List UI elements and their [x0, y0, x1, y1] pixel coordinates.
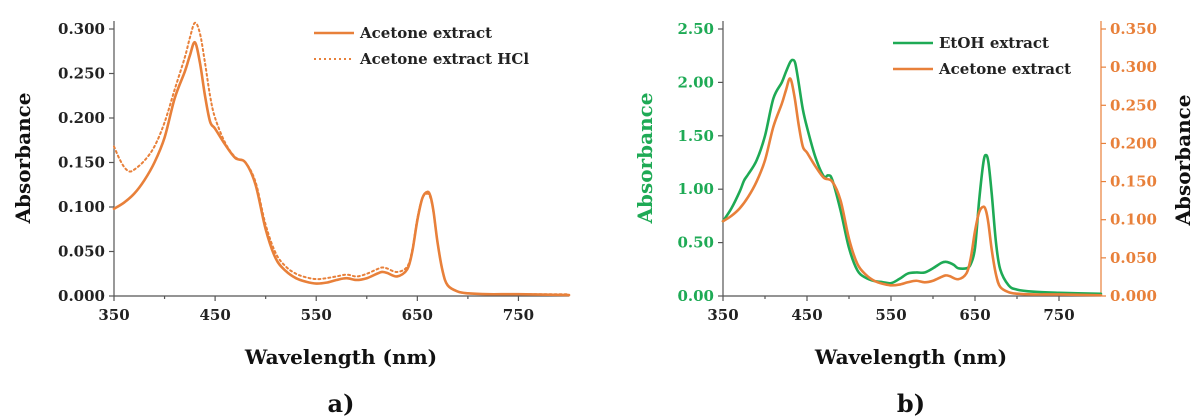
- panel-a-x-tick-label: 650: [402, 306, 433, 324]
- panel-b-xlabel: Wavelength (nm): [814, 345, 1007, 369]
- panel-b-x-tick-label: 350: [707, 306, 738, 324]
- panel-b-x-tick-label: 550: [875, 306, 906, 324]
- panel-b-y-tick-label: 2.50: [677, 20, 714, 38]
- panel-b-y-right-tick-label: 0.000: [1110, 287, 1157, 305]
- panel-a-y-tick-label: 0.000: [58, 287, 105, 305]
- panel-a-x-tick-label: 350: [98, 306, 129, 324]
- panel-a-y-tick-label: 0.300: [58, 20, 105, 38]
- panel-b-y-right-tick-label: 0.350: [1110, 20, 1157, 38]
- panel-b-ylabel-right: Absorbance: [1171, 94, 1195, 226]
- panel-b-y-right-tick-label: 0.150: [1110, 173, 1157, 191]
- panel-b-y-right-tick-label: 0.300: [1110, 58, 1157, 76]
- panel-a-x-tick-label: 750: [503, 306, 534, 324]
- panel-b-legend-label-2: Acetone extract: [938, 60, 1071, 78]
- panel-a-ylabel: Absorbance: [11, 92, 35, 224]
- panel-a-y-tick-label: 0.050: [58, 243, 105, 261]
- panel-b-label: b): [897, 389, 925, 417]
- panel-a: Absorbance Wavelength (nm) a) 350 450 550 6…: [11, 20, 571, 417]
- panel-a-legend-label-2: Acetone extract HCl: [359, 50, 529, 68]
- panel-a-label: a): [328, 389, 355, 417]
- panel-b-y-tick-label: 2.00: [677, 73, 714, 91]
- panel-b-legend-label-1: EtOH extract: [939, 34, 1049, 52]
- panel-a-series-line-2: [113, 21, 570, 296]
- panel-a-xlabel: Wavelength (nm): [244, 345, 437, 369]
- panel-a-plot: 350 450 550 650 750 0.000 0.050 0.100 0.150 0.200…: [58, 20, 571, 324]
- panel-b-y-right-tick-label: 0.200: [1110, 134, 1157, 152]
- panel-b-plot: 350 450 550 650 750 0.00 0.50 1.00 1.50 2.00 2.50 0…: [677, 20, 1157, 324]
- panel-b-y-tick-label: 0.50: [677, 234, 714, 252]
- panel-b-y-right-tick-label: 0.050: [1110, 249, 1157, 267]
- panel-a-x-tick-label: 550: [301, 306, 332, 324]
- panel-a-y-tick-label: 0.150: [58, 154, 105, 172]
- panel-a-legend-label-1: Acetone extract: [359, 24, 492, 42]
- panel-b-x-tick-label: 750: [1043, 306, 1074, 324]
- panel-b-y-right-tick-label: 0.100: [1110, 211, 1157, 229]
- panel-a-y-tick-label: 0.250: [58, 65, 105, 83]
- panel-a-x-tick-label: 450: [199, 306, 230, 324]
- panel-b-x-tick-label: 450: [791, 306, 822, 324]
- panel-b-series-line-1: [721, 58, 1103, 296]
- panel-b-series-line-2: [721, 77, 1103, 297]
- panel-b: Absorbance Absorbance Wavelength (nm) b)…: [633, 20, 1195, 417]
- panel-a-y-tick-label: 0.200: [58, 109, 105, 127]
- panel-b-ylabel-left: Absorbance: [633, 92, 657, 224]
- panel-b-x-tick-label: 650: [959, 306, 990, 324]
- panel-b-y-right-tick-label: 0.250: [1110, 96, 1157, 114]
- panel-b-y-tick-label: 1.50: [677, 127, 714, 145]
- panel-a-series-line-1: [112, 41, 571, 297]
- panel-a-y-tick-label: 0.100: [58, 198, 105, 216]
- panel-b-y-tick-label: 0.00: [677, 287, 714, 305]
- panel-b-y-tick-label: 1.00: [677, 180, 714, 198]
